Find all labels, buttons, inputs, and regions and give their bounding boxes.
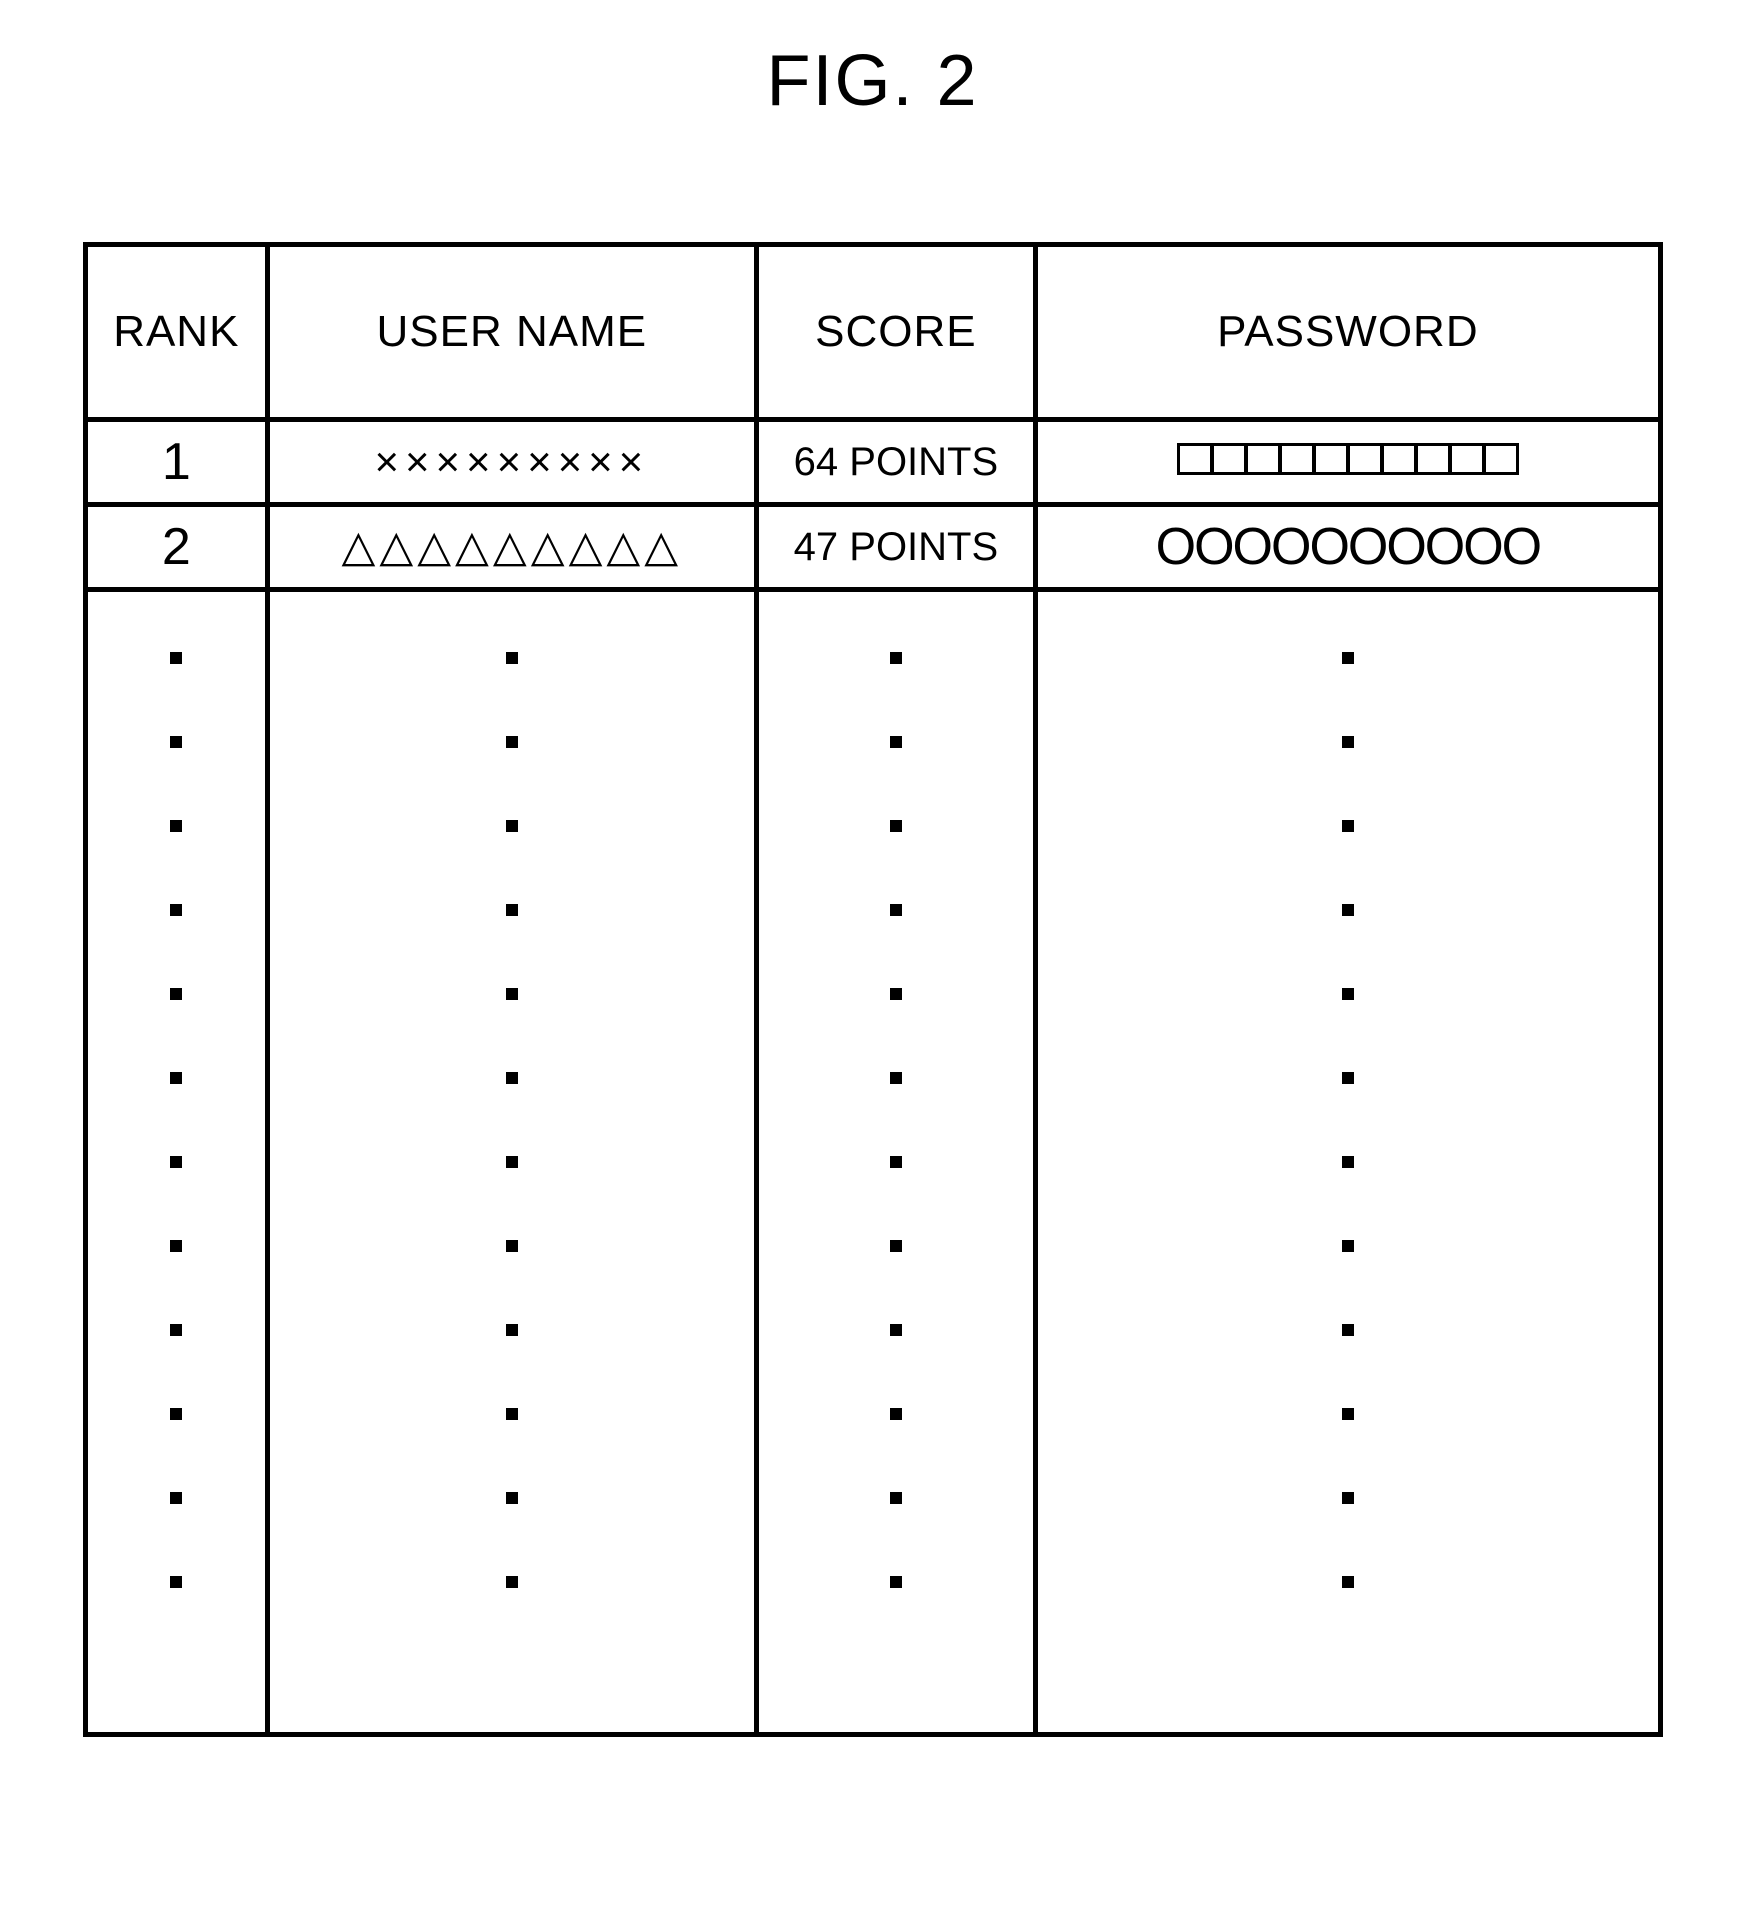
score-cell: 47 POINTS (756, 505, 1036, 590)
continuation-cell (268, 590, 756, 1735)
table-row: 2△△△△△△△△△47 POINTSOOOOOOOOOO (85, 505, 1660, 590)
figure-title: FIG. 2 (40, 40, 1705, 122)
rank-cell: 2 (85, 505, 268, 590)
col-header-username: USER NAME (268, 245, 756, 420)
header-row: RANK USER NAME SCORE PASSWORD (85, 245, 1660, 420)
score-cell: 64 POINTS (756, 420, 1036, 505)
password-cell: OOOOOOOOOO (1036, 505, 1660, 590)
col-header-score: SCORE (756, 245, 1036, 420)
continuation-cell (85, 590, 268, 1735)
col-header-password: PASSWORD (1036, 245, 1660, 420)
continuation-cell (1036, 590, 1660, 1735)
col-header-rank: RANK (85, 245, 268, 420)
password-cell (1036, 420, 1660, 505)
continuation-cell (756, 590, 1036, 1735)
rank-cell: 1 (85, 420, 268, 505)
ranking-table-container: RANK USER NAME SCORE PASSWORD 1×××××××××… (83, 242, 1663, 1737)
username-cell: △△△△△△△△△ (268, 505, 756, 590)
ranking-table: RANK USER NAME SCORE PASSWORD 1×××××××××… (83, 242, 1663, 1737)
table-row: 1×××××××××64 POINTS (85, 420, 1660, 505)
continuation-row (85, 590, 1660, 1735)
username-cell: ××××××××× (268, 420, 756, 505)
